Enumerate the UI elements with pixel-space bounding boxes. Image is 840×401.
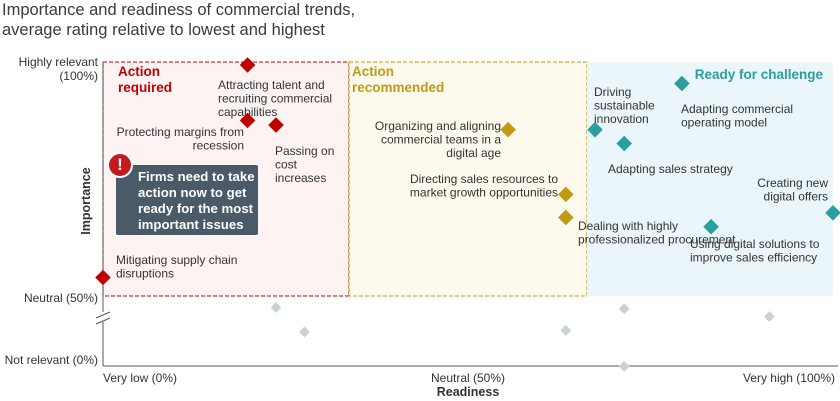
y-tick-label: Not relevant (0%)	[5, 353, 98, 367]
callout-line: ready for the most	[138, 201, 254, 216]
data-point	[616, 135, 632, 152]
callout-line: important issues	[138, 217, 244, 232]
data-point	[270, 302, 282, 313]
data-point-label: Attracting talent and recruiting commerci…	[218, 78, 332, 119]
data-point	[764, 311, 775, 322]
y-axis-title: Importance	[79, 167, 93, 234]
zone-1-background	[348, 61, 588, 297]
x-tick-label: Very low (0%)	[103, 371, 177, 385]
zone-title-action-required: Action required	[118, 64, 172, 95]
data-point-label: Driving sustainable innovation	[594, 85, 655, 126]
data-point-label: Using digital solutions to improve sales …	[690, 237, 820, 265]
chart-title-line-2: average rating relative to lowest and hi…	[2, 21, 325, 39]
x-axis-title: Readiness	[437, 385, 500, 399]
zone-title-ready-for-challenge: Ready for challenge	[695, 67, 824, 82]
zone-2-background	[586, 62, 833, 296]
callout-line: Firms need to take	[138, 169, 255, 184]
data-point-label: Passing on cost increases	[275, 144, 334, 185]
axis-break-mark	[95, 311, 111, 319]
data-point-label: Creating new digital offers	[757, 176, 828, 204]
data-point-label: Adapting sales strategy	[608, 162, 733, 176]
chart-title: Importance and readiness of commercial t…	[2, 0, 355, 40]
y-tick-label: Neutral (50%)	[24, 291, 98, 305]
data-point-label: Protecting margins from recession	[117, 125, 244, 153]
data-point	[558, 186, 574, 203]
data-point	[239, 57, 256, 73]
zone-title-action-recommended: Action recommended	[352, 64, 444, 95]
data-point-label: Organizing and aligning commercial teams …	[375, 119, 501, 160]
x-tick-label: Very high (100%)	[743, 371, 835, 385]
data-point	[825, 205, 840, 221]
callout-box: Firms need to take action now to get rea…	[116, 165, 258, 235]
axis-break-mark	[95, 317, 111, 325]
exclamation-icon: !	[107, 152, 133, 178]
data-point	[558, 209, 574, 226]
data-point	[618, 361, 630, 372]
x-tick-label: Neutral (50%)	[431, 371, 505, 385]
data-point-label: Adapting commercial operating model	[681, 102, 793, 130]
data-point	[703, 218, 719, 235]
data-point	[618, 303, 630, 315]
data-point	[239, 112, 256, 129]
data-point	[560, 325, 572, 336]
data-point-label: Dealing with highly professionalized proc…	[578, 219, 736, 247]
data-point	[299, 326, 310, 338]
y-tick-label: Highly relevant (100%)	[19, 55, 99, 83]
callout-line: action now to get	[138, 185, 247, 200]
data-point-label: Directing sales resources to market growt…	[410, 172, 558, 200]
data-point-label: Mitigating supply chain disruptions	[116, 253, 237, 281]
chart-title-line-1: Importance and readiness of commercial t…	[2, 1, 356, 19]
